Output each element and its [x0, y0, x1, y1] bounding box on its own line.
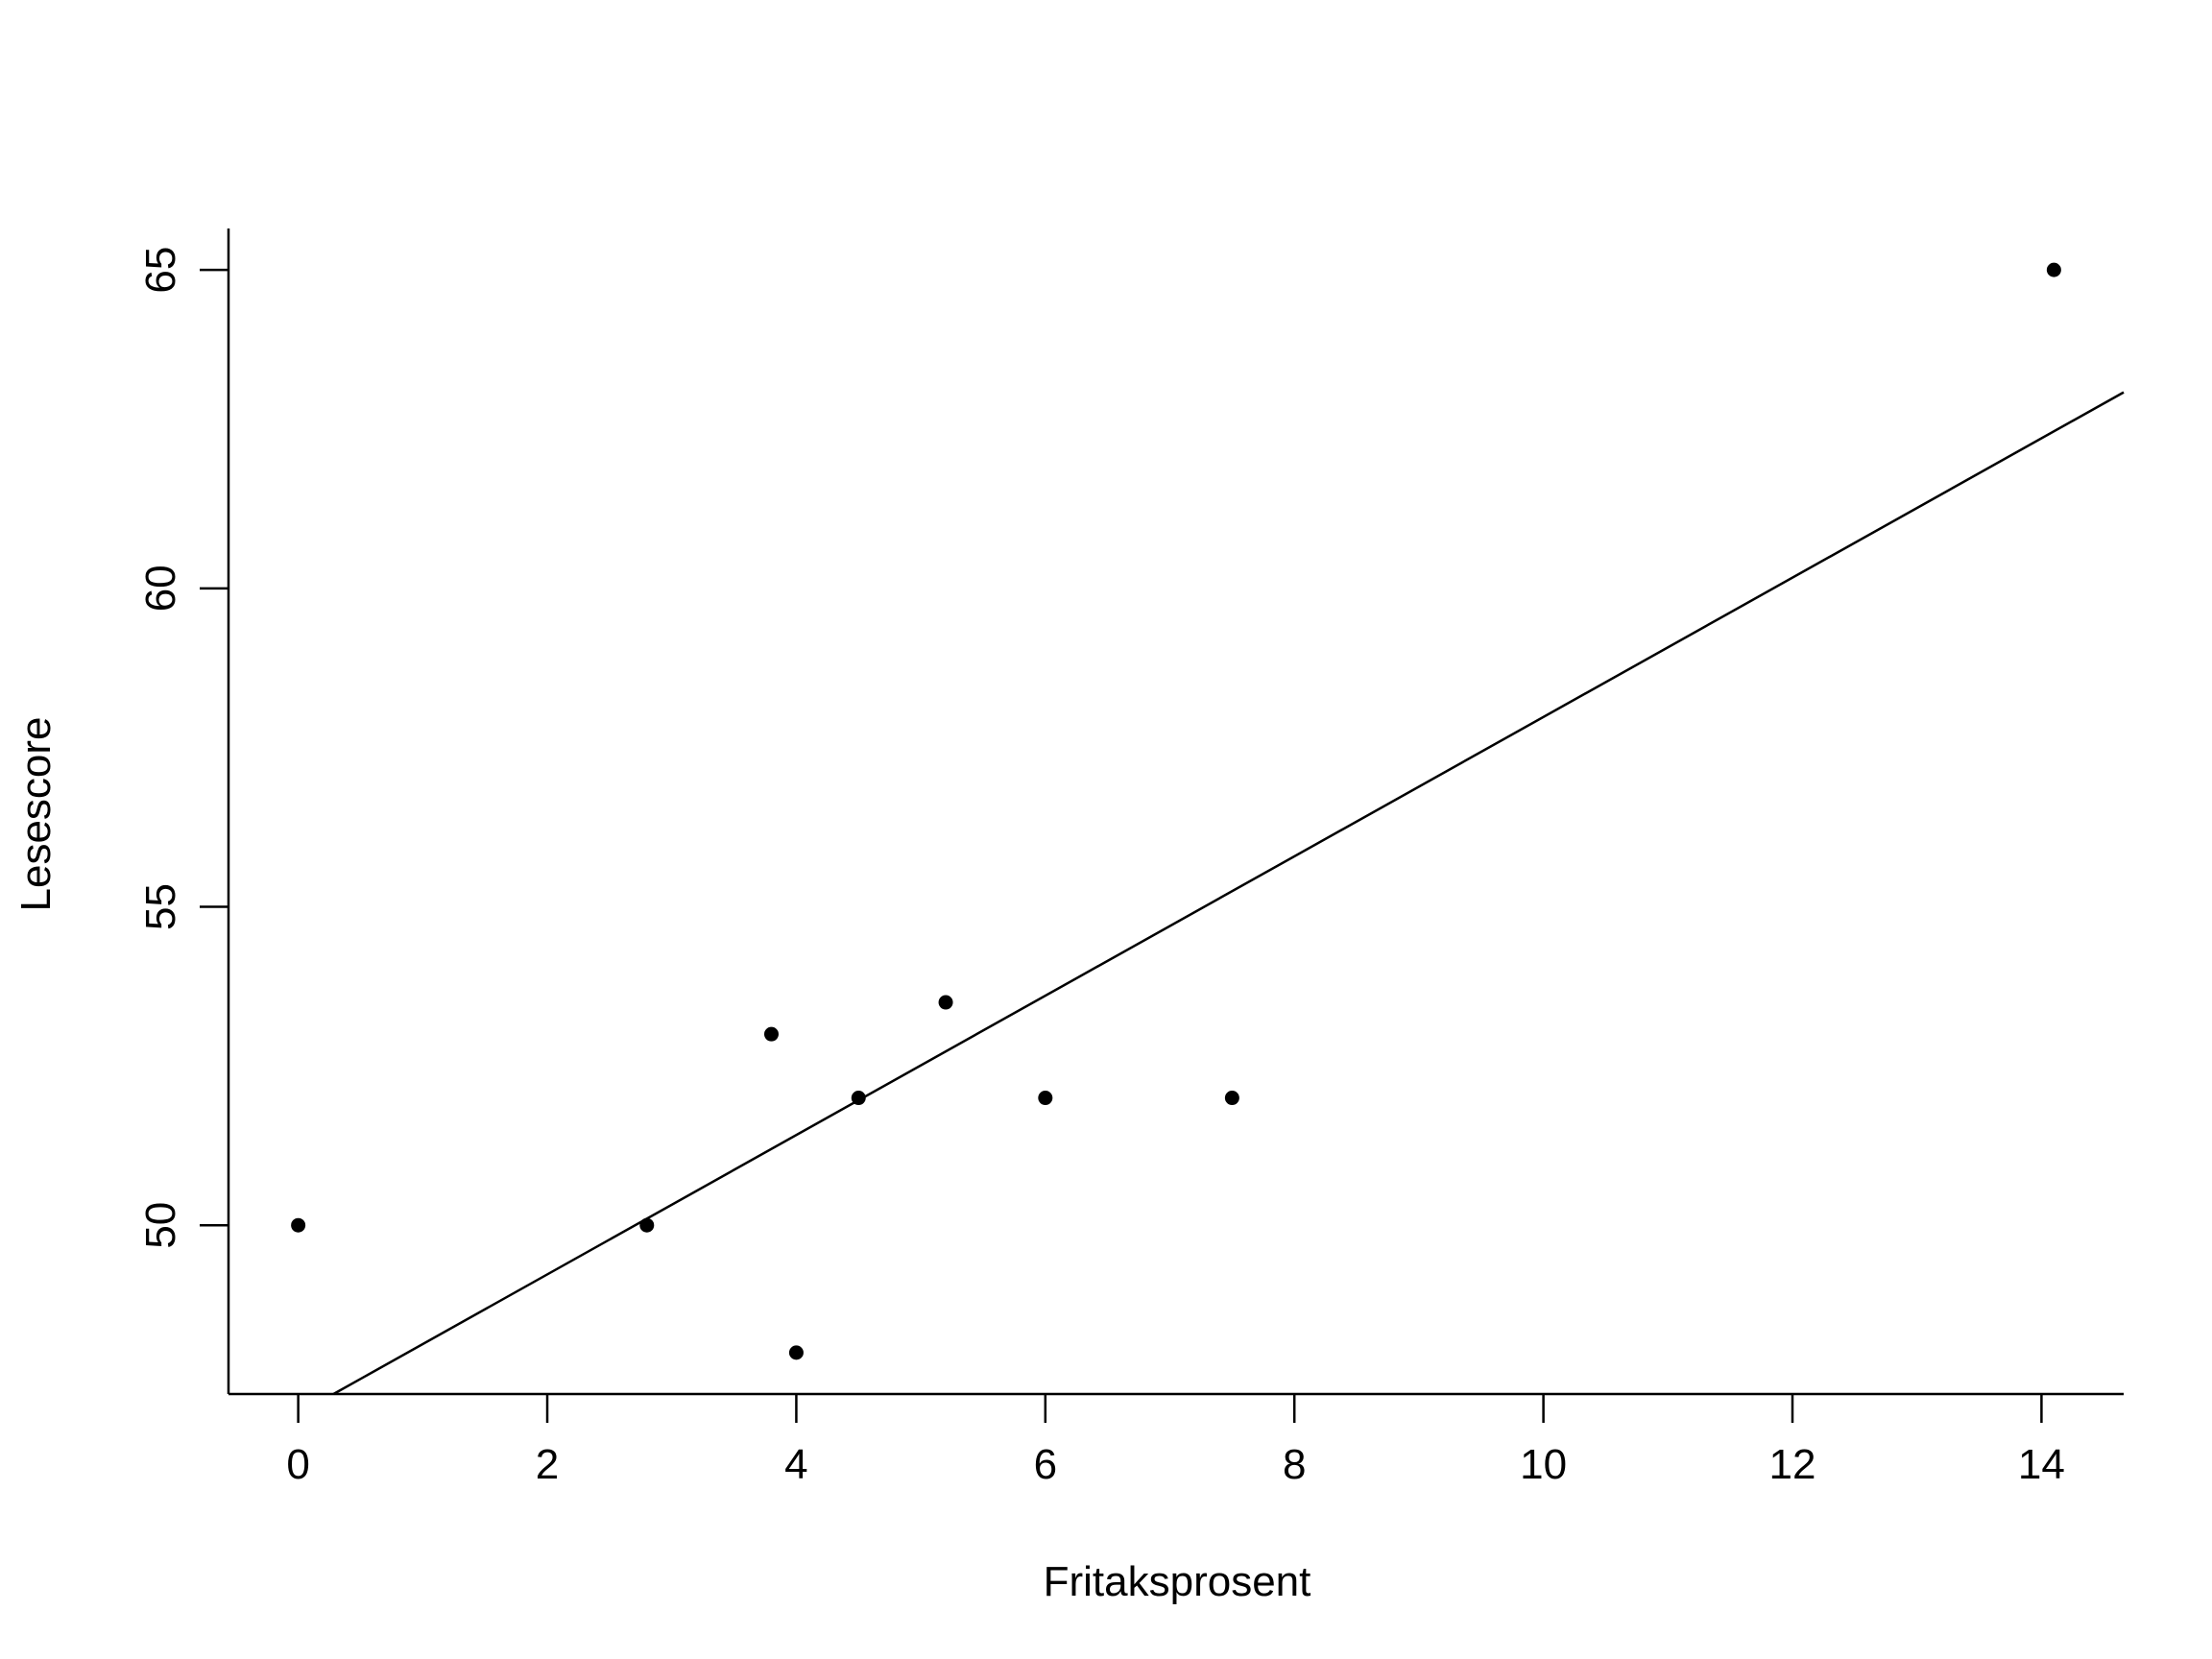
data-point	[1224, 1091, 1239, 1106]
data-point	[639, 1217, 655, 1233]
regression-line	[332, 391, 2125, 1396]
data-point	[2046, 262, 2061, 277]
y-tick-label-55: 55	[137, 883, 184, 930]
data-point	[1038, 1091, 1053, 1106]
y-tick-label-60: 60	[137, 565, 184, 612]
data-point	[938, 995, 953, 1010]
axes: 0 2 4 6 8 10 12 14 50 55 60 65	[137, 228, 2124, 1488]
x-tick-label-4: 4	[784, 1441, 807, 1488]
x-axis-title: Fritaksprosent	[1044, 1558, 1311, 1605]
x-tick-label-2: 2	[536, 1441, 559, 1488]
data-points	[291, 262, 2061, 1360]
y-tick-label-50: 50	[137, 1202, 184, 1249]
x-tick-label-10: 10	[1520, 1441, 1567, 1488]
x-tick-label-14: 14	[2018, 1441, 2065, 1488]
regression-line-group	[332, 391, 2125, 1396]
x-tick-label-8: 8	[1283, 1441, 1306, 1488]
data-point	[291, 1217, 306, 1233]
x-tick-label-6: 6	[1034, 1441, 1057, 1488]
data-point	[788, 1345, 804, 1360]
x-tick-label-12: 12	[1769, 1441, 1816, 1488]
data-point	[763, 1026, 779, 1042]
y-tick-label-65: 65	[137, 247, 184, 294]
x-tick-label-0: 0	[286, 1441, 309, 1488]
data-point	[851, 1091, 866, 1106]
y-axis-title: Lesescore	[12, 716, 60, 911]
